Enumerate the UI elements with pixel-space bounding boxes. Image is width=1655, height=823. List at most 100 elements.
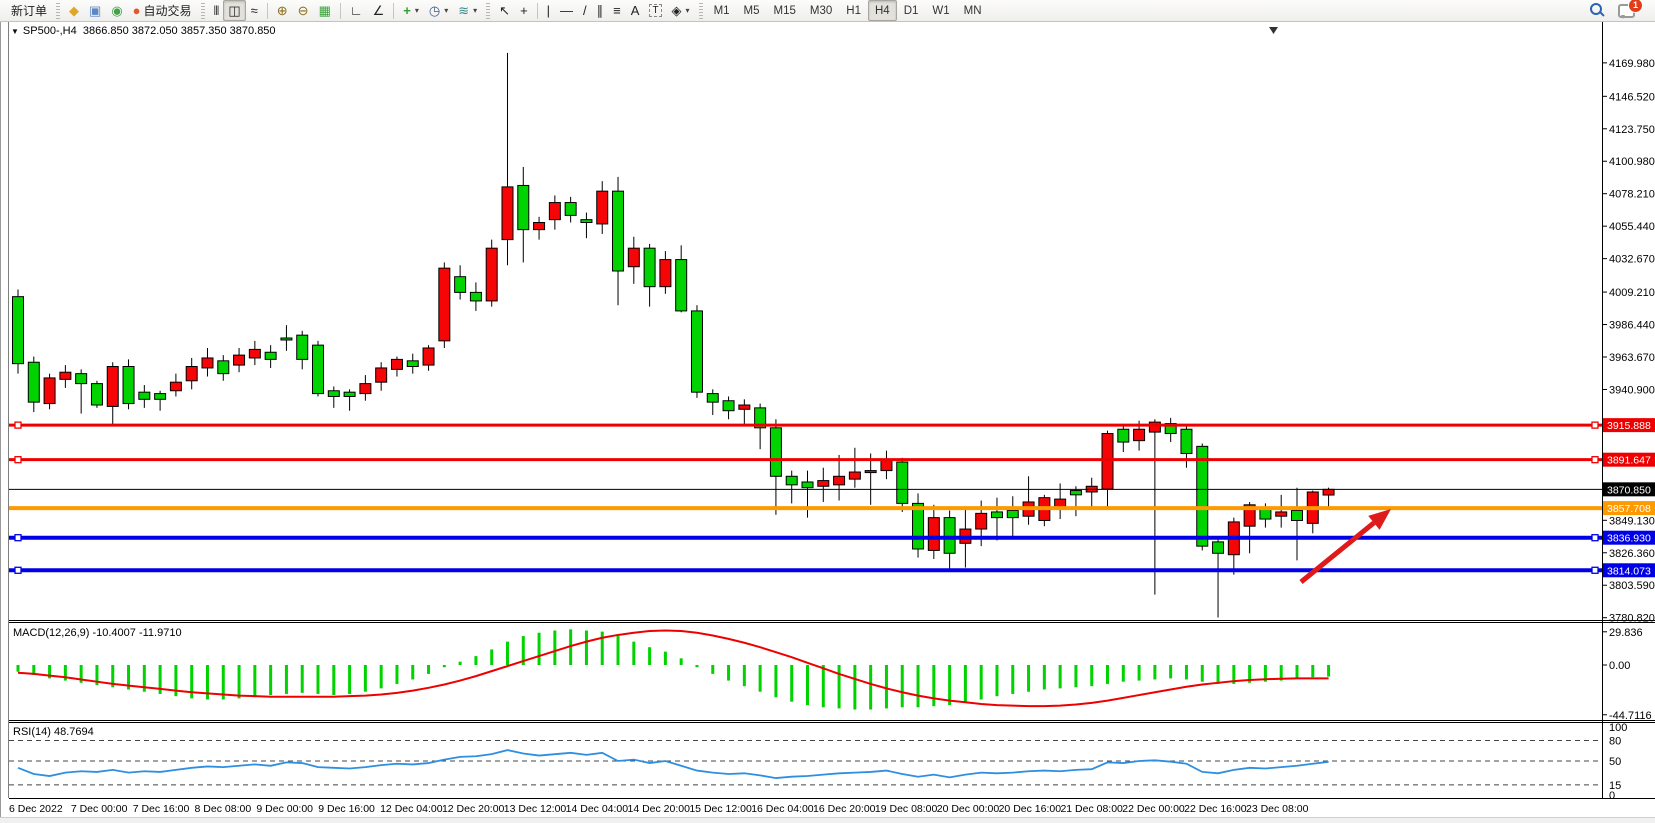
timeframe-m15-button[interactable]: M15	[773, 4, 796, 17]
symbol-dropdown-icon[interactable]: ▼	[11, 27, 19, 36]
profile-chart-icon[interactable]: ▣	[84, 0, 106, 21]
chart-title-bar[interactable]: ▼ SP500-,H4 3866.850 3872.050 3857.350 38…	[11, 25, 276, 37]
candle	[248, 348, 261, 359]
autotrading-button-label: 自动交易	[143, 4, 192, 18]
new-chart-button[interactable]: + ▾	[398, 0, 424, 21]
timeframe-mn-button[interactable]: MN	[963, 4, 982, 17]
timeframe-w1-button[interactable]: W1	[932, 4, 950, 17]
autoscroll-icon[interactable]: ∠	[368, 0, 390, 21]
zoom-out-icon[interactable]: ⊖	[293, 0, 314, 21]
chart-shift-icon[interactable]: ∟	[345, 0, 368, 21]
profile-chart-icon-glyph: ▣	[89, 3, 102, 18]
support-line-2[interactable]: 3814.073	[9, 563, 1655, 578]
support-line-1[interactable]: 3836.930	[9, 530, 1655, 545]
toolbar-right-group: 1	[1590, 0, 1643, 18]
chevron-down-icon: ▾	[414, 6, 419, 15]
autoscroll-icon-glyph: ∠	[372, 3, 385, 18]
price-flag	[1603, 530, 1655, 545]
line-handle[interactable]	[1591, 456, 1599, 464]
price-flag-label: 3915.888	[1607, 420, 1651, 432]
bar-chart-icon[interactable]: |||	[209, 0, 224, 21]
text-label-icon-glyph: T	[649, 4, 662, 17]
autotrading-button-glyph: ●	[132, 3, 141, 18]
line-handle[interactable]	[14, 534, 22, 542]
notifications-button[interactable]: 1	[1618, 0, 1643, 18]
fibonacci-icon[interactable]: ≡	[608, 0, 626, 21]
price-tick-label: 4078.210	[1609, 189, 1655, 201]
rsi-axis-label: 80	[1609, 736, 1621, 748]
timeframe-d1-button[interactable]: D1	[903, 4, 919, 17]
candle	[12, 296, 24, 365]
time-tick-label: 21 Dec 08:00	[1060, 803, 1123, 815]
toolbar-separator	[339, 2, 341, 19]
timeframe-h4-button[interactable]: H4	[867, 0, 897, 21]
toolbar-separator	[393, 2, 395, 19]
current-price-line[interactable]: 3870.850	[9, 482, 1655, 497]
search-icon[interactable]	[1590, 3, 1602, 18]
autotrading-button[interactable]: ● 自动交易	[128, 0, 197, 21]
chart-shift-marker[interactable]	[1269, 27, 1278, 34]
channel-icon-glyph: ∥	[596, 3, 604, 18]
price-tick-label: 4055.440	[1609, 221, 1655, 233]
price-flag-label: 3891.647	[1607, 455, 1651, 467]
price-tick-label: 3826.360	[1609, 548, 1655, 560]
horizontal-line-icon[interactable]: —	[555, 0, 578, 21]
cursor-icon[interactable]: ↖	[494, 0, 515, 21]
time-tick-label: 8 Dec 08:00	[195, 803, 252, 815]
line-handle[interactable]	[1591, 566, 1599, 574]
price-tick-label: 4146.520	[1609, 91, 1655, 103]
crosshair-icon[interactable]: +	[515, 0, 533, 21]
chevron-down-icon: ▾	[473, 6, 478, 15]
candle-chart-icon[interactable]: ◫	[223, 0, 246, 21]
vertical-line-icon[interactable]: |	[542, 0, 555, 21]
new-order-button[interactable]: 新订单	[6, 0, 52, 21]
candle	[375, 367, 388, 383]
candle	[769, 427, 782, 477]
text-icon[interactable]: A	[626, 0, 645, 21]
zoom-in-icon[interactable]: ⊕	[272, 0, 293, 21]
timeframe-m1-button[interactable]: M1	[713, 4, 730, 17]
chart-shift-icon-glyph: ∟	[349, 3, 363, 18]
line-handle[interactable]	[14, 456, 22, 464]
line-chart-icon[interactable]: ≈	[246, 0, 263, 21]
diamond-icon-glyph: ◆	[69, 3, 80, 18]
signal-icon[interactable]: ◉	[106, 0, 127, 21]
price-tick-label: 4169.980	[1609, 58, 1655, 70]
diamond-icon[interactable]: ◆	[64, 0, 84, 21]
text-label-icon[interactable]: T	[644, 0, 666, 21]
line-handle[interactable]	[1591, 421, 1599, 429]
price-flag-label: 3814.073	[1607, 565, 1651, 577]
status-strip	[0, 817, 1655, 823]
candle	[596, 190, 609, 225]
time-tick-label: 6 Dec 2022	[9, 803, 63, 815]
line-handle[interactable]	[14, 421, 22, 429]
periods-button[interactable]: ◷ ▾	[424, 0, 453, 21]
annotation-arrow[interactable]	[1299, 509, 1391, 584]
candle	[627, 247, 640, 268]
price-flag	[1603, 482, 1655, 497]
new-chart-button-glyph: +	[403, 3, 411, 18]
timeframe-h1-button[interactable]: H1	[846, 4, 861, 17]
rsi-line	[17, 749, 1329, 779]
channel-icon[interactable]: ∥	[592, 0, 609, 21]
resistance-line-2[interactable]: 3891.647	[9, 452, 1655, 467]
line-handle[interactable]	[1591, 534, 1599, 542]
tile-windows-icon[interactable]: ▦	[314, 0, 336, 21]
candle	[564, 202, 577, 216]
timeframe-m5-button[interactable]: M5	[743, 4, 760, 17]
resistance-line-1[interactable]: 3915.888	[9, 418, 1655, 433]
toolbar-separator	[698, 2, 703, 19]
arrows-icon[interactable]: ◈ ▾	[667, 0, 695, 21]
template-button[interactable]: ≋ ▾	[453, 0, 482, 21]
candle	[817, 480, 830, 487]
line-handle[interactable]	[14, 566, 22, 574]
macd-signal-line	[17, 629, 1329, 708]
rsi-axis-label: 0	[1609, 790, 1615, 802]
timeframe-m30-button[interactable]: M30	[809, 4, 833, 17]
pivot-line[interactable]: 3857.708	[9, 501, 1655, 515]
candle	[264, 351, 277, 360]
time-tick-label: 9 Dec 00:00	[256, 803, 313, 815]
trendline-icon[interactable]: /	[578, 0, 592, 21]
vertical-line-icon-glyph: |	[546, 3, 551, 18]
